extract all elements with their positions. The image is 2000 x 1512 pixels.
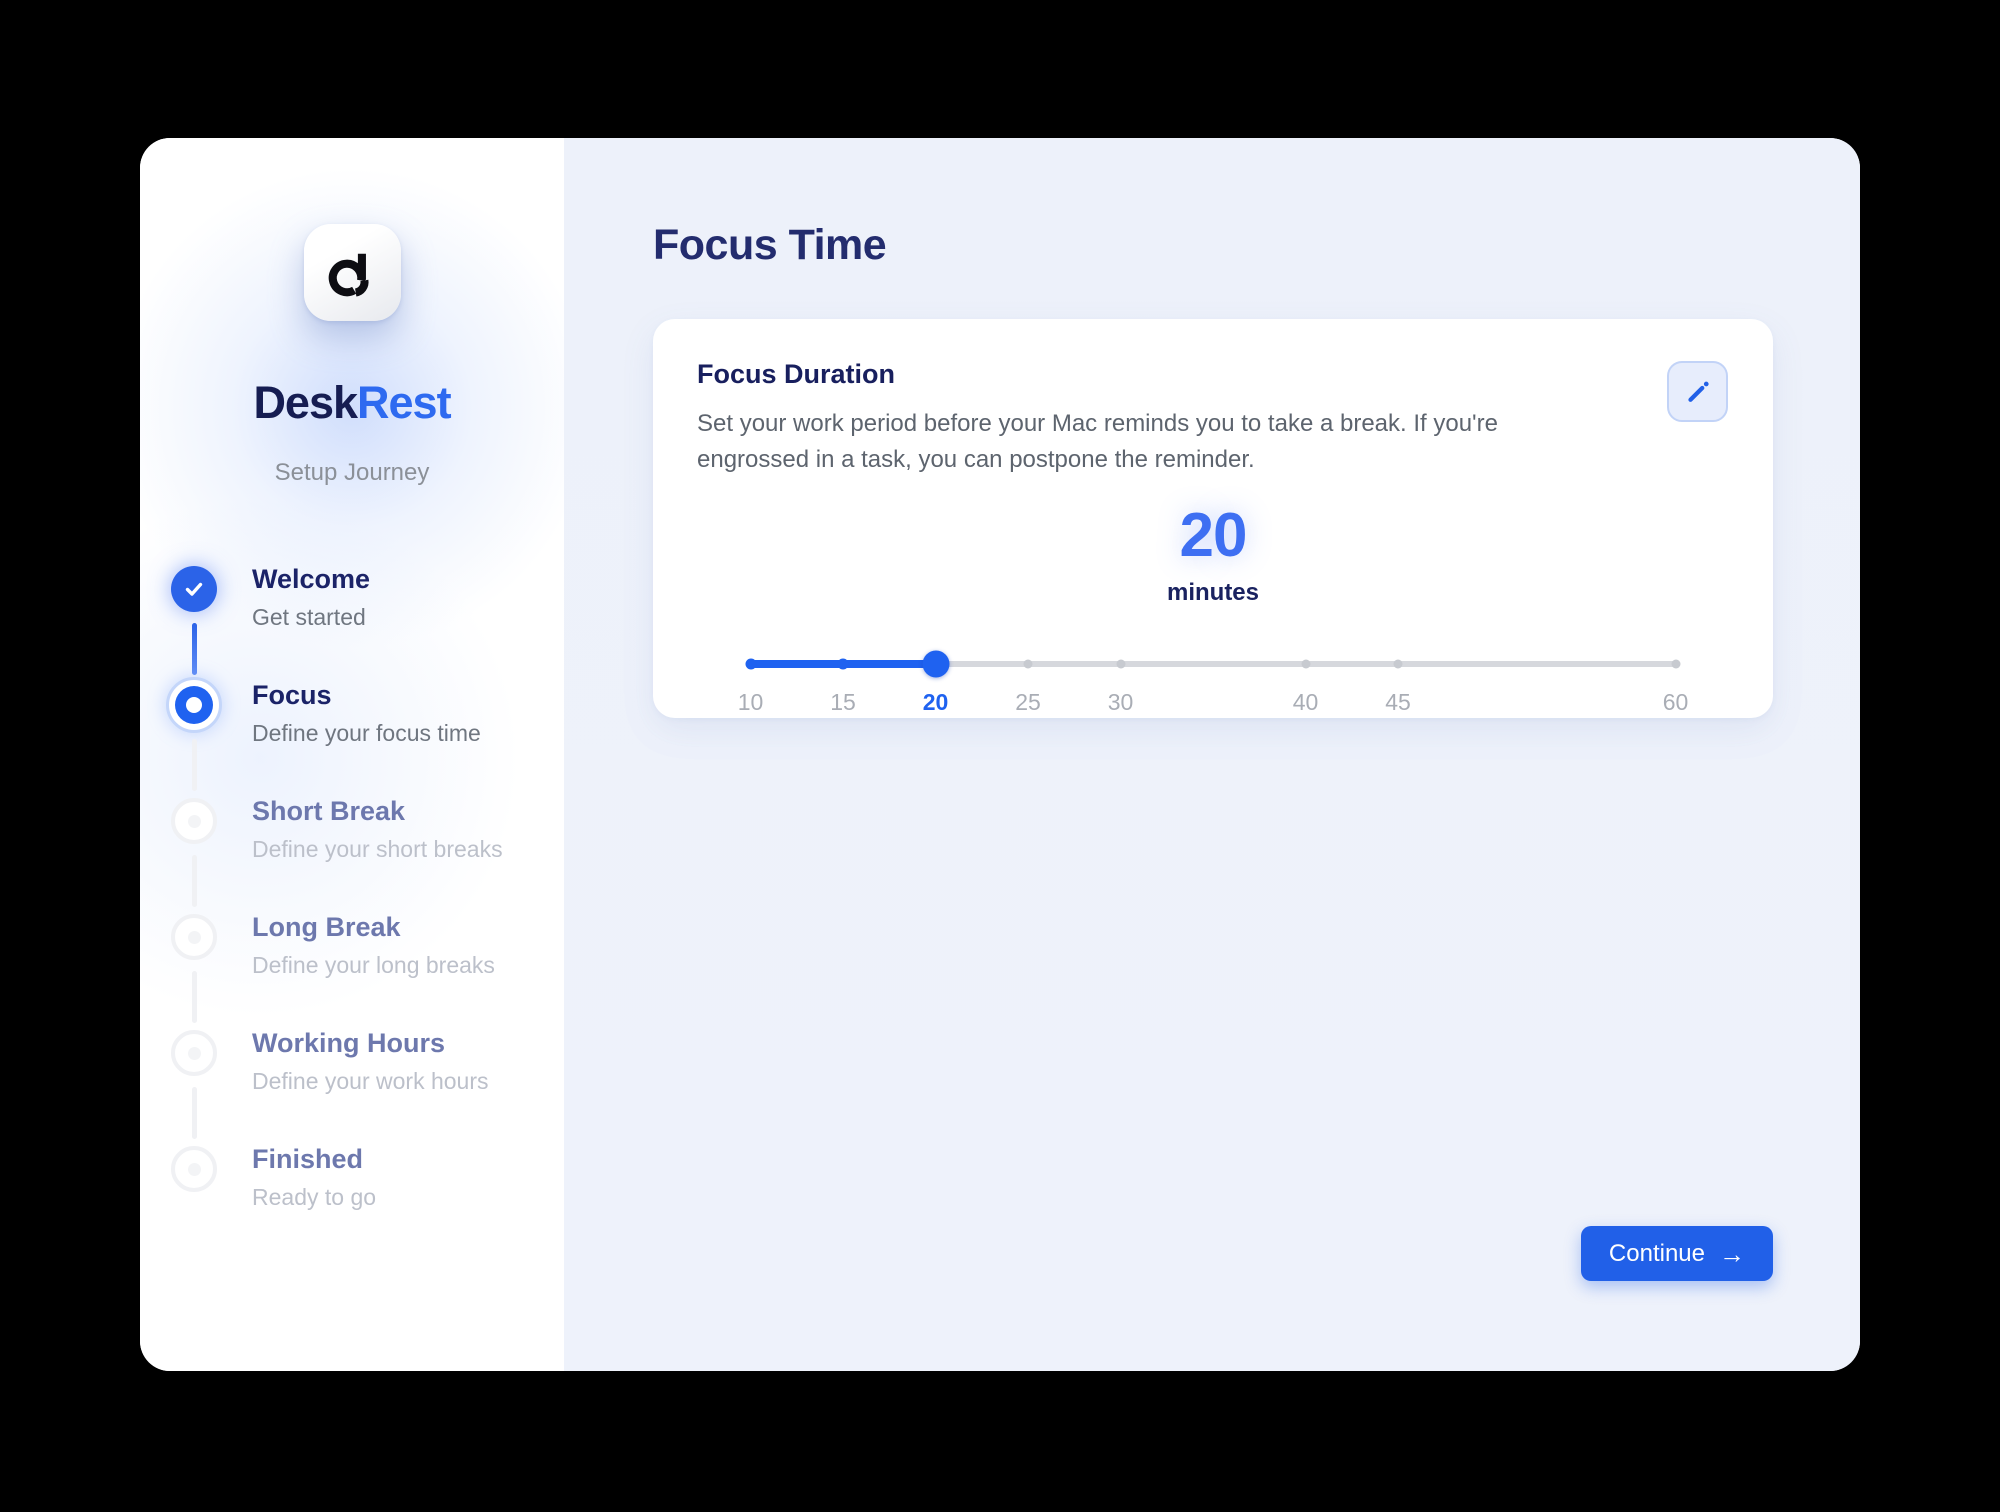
app-name: DeskRest	[253, 377, 452, 429]
slider-tick-label-60: 60	[1662, 689, 1689, 715]
app-logo	[303, 224, 401, 321]
duration-slider[interactable]: 10 15 20 25 30 40 45 60	[738, 650, 1688, 723]
step-active-radio-icon[interactable]	[166, 677, 222, 733]
step-subtitle: Define your long breaks	[252, 952, 495, 979]
continue-button[interactable]: Continue →	[1580, 1226, 1773, 1281]
deskrest-d-logo-icon	[328, 253, 369, 297]
slider-tick-60[interactable]	[1671, 659, 1680, 669]
slider-tick-label-20: 20	[922, 689, 949, 715]
step-circle-icon[interactable]	[166, 909, 222, 965]
step-subtitle: Define your short breaks	[252, 836, 503, 863]
step-connector	[166, 739, 222, 791]
app-name-secondary: Rest	[357, 377, 452, 428]
step-text: Welcome Get started	[252, 561, 370, 631]
step-connector	[166, 1087, 222, 1139]
slider-tick-45[interactable]	[1393, 659, 1403, 669]
step-subtitle: Get started	[252, 604, 366, 631]
slider-tick-30[interactable]	[1116, 659, 1125, 669]
step-text: Working Hours Define your work hours	[252, 1025, 489, 1095]
step-text: Finished Ready to go	[252, 1141, 376, 1211]
arrow-right-icon: →	[1719, 1238, 1745, 1269]
step-connector	[166, 623, 222, 675]
step-title: Long Break	[252, 912, 401, 942]
step-title: Finished	[252, 1144, 364, 1174]
slider-tick-15[interactable]	[837, 658, 849, 670]
step-text: Short Break Define your short breaks	[252, 793, 503, 863]
step-circle-icon[interactable]	[166, 793, 222, 849]
slider-tick-label-30: 30	[1107, 689, 1134, 715]
duration-value: 20	[1179, 501, 1248, 570]
main-content: Focus Time Focus Duration Set your work …	[564, 138, 1860, 1371]
setup-steps: Welcome Get started Focus Define your focus…	[140, 561, 564, 1257]
step-subtitle: Define your focus time	[252, 720, 481, 747]
card-title: Focus Duration	[697, 359, 896, 389]
setup-sidebar: DeskRest Setup Journey Welcome Get starte…	[140, 138, 564, 1371]
step-check-icon[interactable]	[166, 561, 222, 617]
step-title: Short Break	[252, 796, 406, 826]
step-connector	[166, 971, 222, 1023]
step-circle-icon[interactable]	[166, 1025, 222, 1081]
slider-track[interactable]	[750, 661, 1676, 667]
card-description: Set your work period before your Mac rem…	[697, 410, 1498, 473]
slider-tick-25[interactable]	[1023, 659, 1033, 669]
sidebar-step-focus[interactable]: Focus Define your focus time	[166, 677, 564, 793]
slider-tick-label-25: 25	[1015, 689, 1041, 715]
step-text: Long Break Define your long breaks	[252, 909, 495, 979]
step-title: Welcome	[252, 564, 371, 594]
sidebar-step-long-break[interactable]: Long Break Define your long breaks	[166, 909, 564, 1025]
step-title: Focus	[252, 680, 332, 710]
app-window: DeskRest Setup Journey Welcome Get starte…	[140, 138, 1860, 1371]
step-subtitle: Ready to go	[252, 1184, 377, 1211]
slider-tick-40[interactable]	[1301, 659, 1310, 669]
step-subtitle: Define your work hours	[252, 1068, 489, 1095]
sidebar-step-working-hours[interactable]: Working Hours Define your work hours	[166, 1025, 564, 1141]
pencil-icon	[1687, 381, 1709, 402]
slider-tick-label-45: 45	[1385, 689, 1411, 715]
sidebar-step-welcome[interactable]: Welcome Get started	[166, 561, 564, 677]
step-text: Focus Define your focus time	[252, 677, 481, 747]
duration-unit: minutes	[1166, 579, 1259, 606]
logo-block: DeskRest Setup Journey	[140, 138, 564, 487]
sidebar-step-short-break[interactable]: Short Break Define your short breaks	[166, 793, 564, 909]
slider-thumb[interactable]	[922, 650, 949, 678]
sidebar-step-finished[interactable]: Finished Ready to go	[166, 1141, 564, 1257]
page-title: Focus Time	[653, 221, 887, 269]
slider-tick-label-40: 40	[1292, 689, 1319, 715]
focus-duration-card: Focus Duration Set your work period befo…	[653, 319, 1773, 718]
step-circle-icon[interactable]	[166, 1141, 222, 1197]
slider-tick-10[interactable]	[745, 658, 756, 670]
slider-tick-label-15: 15	[830, 689, 856, 715]
slider-tick-label-10: 10	[737, 689, 764, 715]
app-name-primary: Desk	[253, 377, 358, 428]
step-title: Working Hours	[252, 1028, 446, 1058]
setup-journey-label: Setup Journey	[274, 459, 430, 486]
edit-duration-button[interactable]	[1667, 361, 1728, 422]
continue-label: Continue	[1608, 1239, 1705, 1267]
duration-value-block: 20 minutes	[697, 500, 1729, 607]
step-connector	[166, 855, 222, 907]
